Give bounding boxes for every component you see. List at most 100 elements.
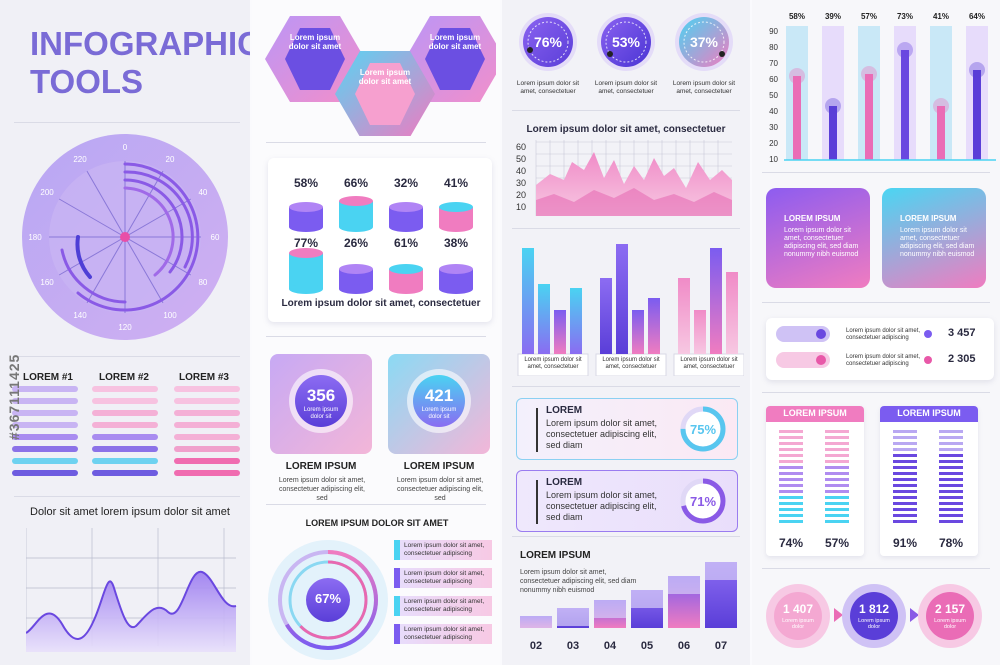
- donut-title: LOREM IPSUM DOLOR SIT AMET: [305, 518, 449, 528]
- info-card-body-2: Lorem ipsum dolor sit amet, consectetuer…: [900, 227, 975, 258]
- group-bar: [694, 310, 706, 354]
- dial-tick-label: 160: [40, 278, 54, 287]
- bar-group-caption: Lorem ipsum dolor sit amet, consectetuer: [524, 357, 582, 370]
- dial-spoke: [124, 236, 192, 276]
- column-label-3: LOREM #3: [178, 372, 229, 383]
- flow-sub: Lorem ipsum dolor: [858, 618, 890, 630]
- info-card-2: [882, 188, 986, 288]
- range-column: [930, 26, 952, 160]
- range-ytick: 50: [769, 91, 778, 100]
- group-bar: [522, 248, 534, 354]
- hexagon-text-1: Lorem ipsum dolor sit amet: [288, 33, 342, 51]
- range-bar: [901, 50, 909, 160]
- dial-tick-label: 80: [198, 278, 207, 287]
- percent-circle: [597, 13, 655, 71]
- info-card-1: [766, 188, 870, 288]
- dial-tick-label: 60: [211, 233, 220, 242]
- hbar-segment: [12, 470, 78, 476]
- cylinder-percent: 58%: [293, 176, 319, 190]
- percent-circle-value: 76%: [533, 34, 563, 50]
- hbar-segment: [12, 386, 78, 392]
- hbar-segment: [174, 470, 240, 476]
- meter-value: 91%: [892, 536, 918, 550]
- donut-legend-text: Lorem ipsum dolor sit amet, consectetuer…: [404, 626, 485, 641]
- group-bar: [648, 298, 660, 354]
- group-bar: [616, 244, 628, 354]
- badge-sub-2: Lorem ipsum dolor sit: [421, 407, 457, 420]
- meter-value: 78%: [938, 536, 964, 550]
- percent-circle-value: 37%: [689, 34, 719, 50]
- hbar-segment: [92, 458, 158, 464]
- progress-ring-value: 75%: [689, 422, 717, 437]
- page-subtitle: TOOLS: [30, 63, 144, 100]
- steps-desc: Lorem ipsum dolor sit amet, consectetuer…: [520, 569, 637, 594]
- badge-number-2: 421: [424, 386, 454, 405]
- step-label: 05: [640, 640, 654, 652]
- progress-card-title: LOREM: [546, 405, 583, 416]
- group-bar: [710, 248, 722, 354]
- range-ytick: 30: [769, 123, 778, 132]
- area-ytick: 60: [516, 142, 526, 152]
- toggle-knob: [816, 329, 826, 339]
- donut-legend-item: [394, 540, 492, 560]
- flow-number: 1 812: [858, 602, 890, 616]
- step-bar-chart: [520, 562, 737, 628]
- flow-sub: Lorem ipsum dolor: [934, 618, 966, 630]
- flow-sub: Lorem ipsum dolor: [782, 618, 814, 630]
- dial-spoke: [124, 170, 164, 238]
- percent-circle-desc: Lorem ipsum dolor sit amet, consectetuer: [594, 80, 658, 95]
- dial-tick-label: 0: [123, 143, 128, 152]
- cylinder-percent: 32%: [393, 176, 419, 190]
- badge-seal-1: [289, 369, 353, 433]
- dial-tick-label: 180: [28, 233, 42, 242]
- dial-tick-label: 140: [73, 311, 87, 320]
- column-label-1: LOREM #1: [22, 372, 73, 383]
- area-ytick: 40: [516, 166, 526, 176]
- dial-spoke: [124, 236, 164, 304]
- percent-circle: [675, 13, 733, 71]
- range-percent: 58%: [789, 12, 805, 21]
- group-bar: [538, 284, 550, 354]
- cylinder-shape: [389, 202, 423, 232]
- group-bar: [678, 278, 690, 354]
- step-label: 07: [714, 640, 728, 652]
- toggle-dot: [924, 330, 932, 338]
- cylinder-caption: Lorem ipsum dolor sit amet, consectetuer: [281, 298, 481, 309]
- grouped-bar-chart: Lorem ipsum dolor sit amet, consectetuer…: [517, 244, 744, 376]
- percent-circle-value: 53%: [611, 34, 641, 50]
- area-ytick: 30: [516, 178, 526, 188]
- hbar-segment: [12, 434, 78, 440]
- dial-tick-label: 20: [166, 155, 175, 164]
- donut-legend-item: [394, 596, 492, 616]
- flow-inner-circle: [926, 592, 974, 640]
- cylinder-shape: [439, 264, 473, 294]
- range-ytick: 10: [769, 155, 778, 164]
- hbar-segment: [92, 398, 158, 404]
- cylinder-card: [268, 158, 492, 322]
- range-ytick: 80: [769, 43, 778, 52]
- step-label: 06: [677, 640, 691, 652]
- cylinder-shape: [289, 248, 323, 294]
- wave-chart-title: Dolor sit amet lorem ipsum dolor sit ame…: [30, 506, 230, 518]
- toggle-text: Lorem ipsum dolor sit amet, consectetuer…: [846, 354, 921, 367]
- range-bar: [973, 70, 981, 160]
- cylinder-shape: [439, 202, 473, 232]
- horizontal-bar-columns: [12, 386, 240, 476]
- page-title: INFOGRAPHIC: [30, 25, 250, 62]
- meter-bars: [893, 430, 917, 523]
- bar-group-caption: Lorem ipsum dolor sit amet, consectetuer: [680, 357, 738, 370]
- dial-tick-label: 200: [40, 188, 54, 197]
- info-card-title-2: LOREM IPSUM: [900, 214, 957, 223]
- range-percent: 57%: [861, 12, 877, 21]
- group-bar: [570, 288, 582, 354]
- column-second: Lorem ipsum dolor sit amet Lorem ipsum d…: [252, 0, 500, 665]
- range-bar: [937, 106, 945, 160]
- hbar-segment: [174, 458, 240, 464]
- hexagon-text-2: Lorem ipsum dolor sit amet: [428, 33, 482, 51]
- column-third: 76% Lorem ipsum dolor sit amet, consectet…: [502, 0, 750, 665]
- info-card-body-1: Lorem ipsum dolor sit amet, consectetuer…: [784, 227, 859, 258]
- hbar-segment: [174, 434, 240, 440]
- flow-number: 2 157: [934, 602, 966, 616]
- range-ytick: 60: [769, 75, 778, 84]
- dial-tick-label: 40: [198, 188, 207, 197]
